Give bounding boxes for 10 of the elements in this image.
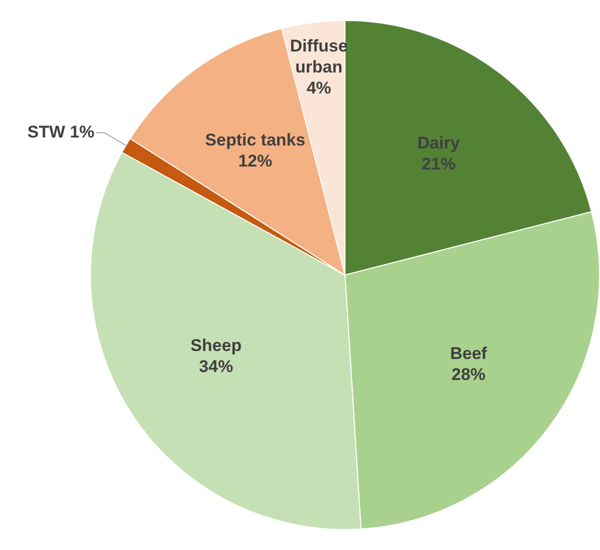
slice-label: Beef [450, 344, 488, 363]
data-label: 12% [238, 152, 272, 171]
slice-label: Septic tanks [205, 130, 306, 150]
slice-label: Sheep [190, 336, 242, 356]
data-label: 21% [422, 154, 456, 174]
data-label: 34% [199, 357, 234, 376]
slice-label: Dairy [417, 134, 460, 153]
data-label: 4% [306, 78, 332, 98]
slice-label: STW 1% [27, 122, 94, 142]
data-label: 28% [452, 364, 486, 384]
